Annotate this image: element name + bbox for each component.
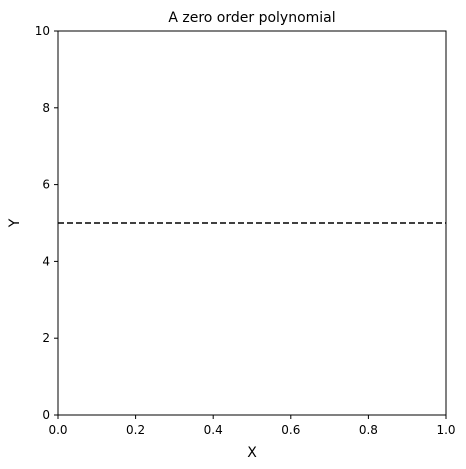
plot-frame [57,30,447,416]
y-axis-label: Y [7,218,23,228]
chart-title: A zero order polynomial [168,10,335,26]
x-tick-label: 0.0 [48,423,67,437]
y-tick-label: 0 [42,408,50,422]
x-tick-label: 0.8 [359,423,378,437]
y-tick-label: 4 [42,254,50,268]
y-tick-label: 2 [42,331,50,345]
x-tick-label: 1.0 [436,423,455,437]
x-axis-label: X [247,445,257,461]
y-tick-label: 6 [42,178,50,192]
x-tick-label: 0.2 [126,423,145,437]
x-tick-label: 0.4 [204,423,223,437]
x-tick-label: 0.6 [281,423,300,437]
y-tick-label: 10 [35,24,50,38]
y-axis-ticks: 0 2 4 6 8 10 [35,24,58,422]
x-axis-ticks: 0.0 0.2 0.4 0.6 0.8 1.0 [48,415,456,437]
plot-area [57,30,447,416]
y-tick-label: 8 [42,101,50,115]
